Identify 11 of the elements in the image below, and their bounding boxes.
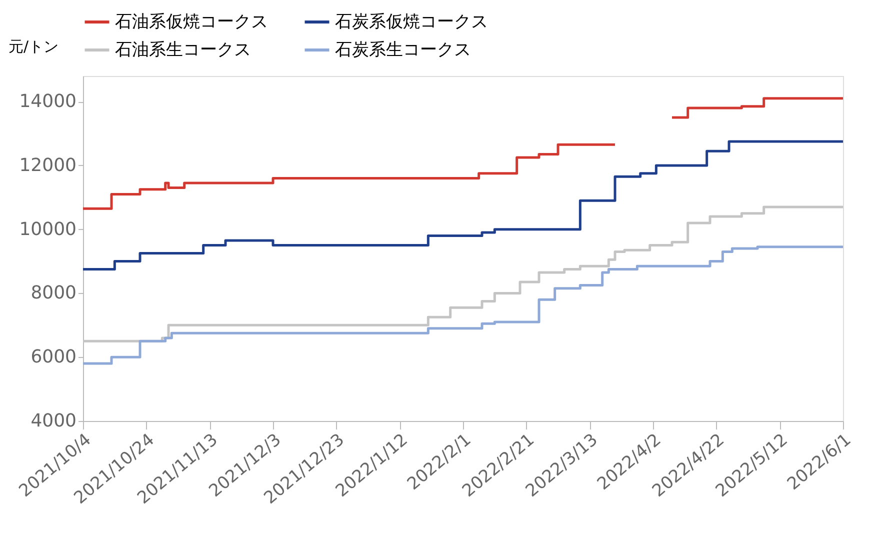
legend-label: 石油系仮焼コークス	[115, 12, 268, 32]
y-tick-label: 4000	[30, 410, 76, 432]
y-tick-label: 14000	[19, 91, 76, 112]
y-tick-label: 8000	[30, 282, 76, 304]
legend-label: 石炭系仮焼コークス	[335, 12, 488, 32]
legend-label: 石炭系生コークス	[335, 40, 471, 60]
y-tick-label: 12000	[19, 154, 76, 176]
y-tick-label: 6000	[30, 346, 76, 368]
y-tick-label: 10000	[19, 218, 76, 240]
y-axis-title: 元/トン	[8, 38, 59, 56]
legend-label: 石油系生コークス	[115, 40, 251, 60]
